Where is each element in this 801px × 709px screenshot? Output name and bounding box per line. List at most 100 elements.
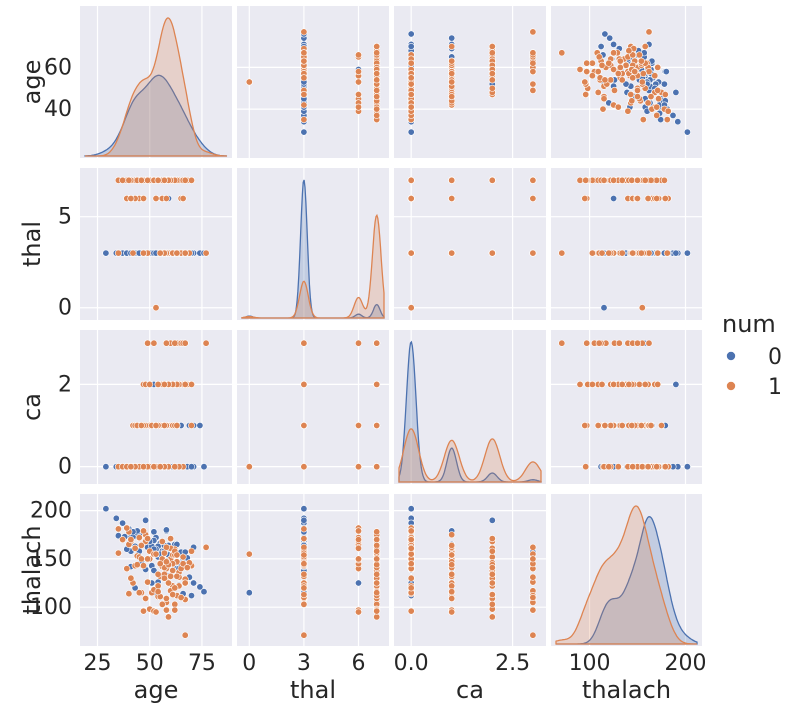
scatter-point-num-1 (633, 339, 641, 347)
scatter-point-num-1 (629, 249, 637, 257)
scatter-point-num-1 (188, 421, 196, 429)
scatter-point-num-1 (633, 195, 641, 203)
x-tick-label-age: 25 (84, 651, 112, 676)
panel-background (80, 168, 232, 320)
scatter-point-num-1 (300, 543, 308, 551)
scatter-point-num-0 (300, 505, 308, 513)
scatter-point-num-1 (114, 525, 122, 533)
scatter-point-num-0 (660, 80, 668, 88)
scatter-point-num-1 (119, 536, 127, 544)
scatter-point-num-1 (373, 570, 381, 578)
scatter-point-num-0 (407, 128, 415, 136)
scatter-point-num-1 (354, 339, 362, 347)
scatter-point-num-0 (150, 528, 158, 536)
x-tick-label-age: 75 (188, 651, 216, 676)
scatter-point-num-1 (529, 555, 537, 563)
scatter-point-num-1 (300, 600, 308, 608)
scatter-point-num-1 (653, 103, 661, 111)
scatter-point-num-1 (407, 560, 415, 568)
scatter-point-num-1 (354, 78, 362, 86)
scatter-point-num-1 (637, 57, 645, 65)
scatter-point-num-1 (354, 103, 362, 111)
y-tick-label-thal: 5 (58, 205, 72, 230)
scatter-point-num-1 (373, 42, 381, 50)
scatter-point-num-1 (150, 339, 158, 347)
scatter-point-num-1 (407, 195, 415, 203)
scatter-point-num-1 (202, 543, 210, 551)
scatter-point-num-1 (641, 42, 649, 50)
scatter-point-num-1 (599, 105, 607, 113)
panel-thalach-vs-thalach (551, 494, 702, 646)
scatter-point-num-1 (605, 249, 613, 257)
scatter-point-num-1 (300, 28, 308, 36)
scatter-point-num-1 (169, 591, 177, 599)
scatter-point-num-1 (167, 535, 175, 543)
scatter-point-num-1 (488, 42, 496, 50)
scatter-point-num-1 (373, 541, 381, 549)
scatter-point-num-1 (144, 535, 152, 543)
scatter-point-num-1 (407, 74, 415, 82)
scatter-point-num-0 (669, 111, 677, 119)
scatter-point-num-0 (597, 42, 605, 50)
scatter-point-num-1 (171, 606, 179, 614)
scatter-point-num-1 (373, 105, 381, 113)
scatter-point-num-1 (644, 99, 652, 107)
scatter-point-num-1 (663, 249, 671, 257)
scatter-point-num-1 (529, 195, 537, 203)
scatter-point-num-1 (628, 421, 636, 429)
scatter-point-num-1 (633, 86, 641, 94)
scatter-point-num-1 (158, 537, 166, 545)
scatter-point-num-1 (448, 93, 456, 101)
scatter-point-num-1 (300, 560, 308, 568)
scatter-point-num-0 (600, 304, 608, 312)
scatter-point-num-1 (618, 76, 626, 84)
scatter-point-num-1 (529, 28, 537, 36)
y-tick-label-thal: 0 (58, 296, 72, 321)
scatter-point-num-1 (188, 547, 196, 555)
panel-background (394, 494, 546, 646)
panel-ca-vs-thal (237, 330, 389, 484)
scatter-point-num-0 (683, 463, 691, 471)
scatter-point-num-1 (144, 339, 152, 347)
scatter-point-num-1 (638, 78, 646, 86)
x-axis-label-ca: ca (456, 676, 484, 704)
scatter-point-num-0 (102, 505, 110, 513)
scatter-point-num-1 (618, 249, 626, 257)
panel-age-vs-thalach (551, 6, 702, 158)
scatter-point-num-1 (300, 591, 308, 599)
scatter-point-num-1 (133, 561, 141, 569)
scatter-point-num-1 (610, 49, 618, 57)
scatter-point-num-1 (407, 80, 415, 88)
scatter-point-num-1 (661, 195, 669, 203)
legend-marker-num-0 (726, 351, 736, 361)
panel-background (237, 330, 389, 484)
scatter-point-num-1 (160, 176, 168, 184)
scatter-point-num-1 (407, 527, 415, 535)
scatter-point-num-1 (373, 49, 381, 57)
scatter-point-num-1 (160, 549, 168, 557)
x-tick-label-age: 50 (136, 651, 164, 676)
scatter-point-num-1 (188, 176, 196, 184)
scatter-point-num-1 (114, 249, 122, 257)
scatter-point-num-1 (614, 463, 622, 471)
panel-thal-vs-ca (394, 168, 546, 320)
scatter-point-num-1 (373, 536, 381, 544)
y-axis-label-ca: ca (18, 393, 46, 421)
scatter-point-num-1 (488, 553, 496, 561)
scatter-point-num-1 (558, 339, 566, 347)
legend: num 0 1 (722, 310, 782, 400)
scatter-point-num-1 (618, 380, 626, 388)
panel-age-vs-ca (394, 6, 546, 158)
kde-thalach-num-1 (555, 505, 697, 645)
scatter-point-num-1 (300, 49, 308, 57)
scatter-point-num-1 (183, 564, 191, 572)
scatter-point-num-1 (633, 93, 641, 101)
scatter-point-num-1 (300, 631, 308, 639)
scatter-point-num-1 (529, 631, 537, 639)
scatter-point-num-1 (373, 93, 381, 101)
scatter-point-num-1 (373, 607, 381, 615)
scatter-point-num-1 (588, 380, 596, 388)
scatter-point-num-1 (647, 176, 655, 184)
scatter-point-num-1 (644, 463, 652, 471)
scatter-point-num-1 (645, 28, 653, 36)
